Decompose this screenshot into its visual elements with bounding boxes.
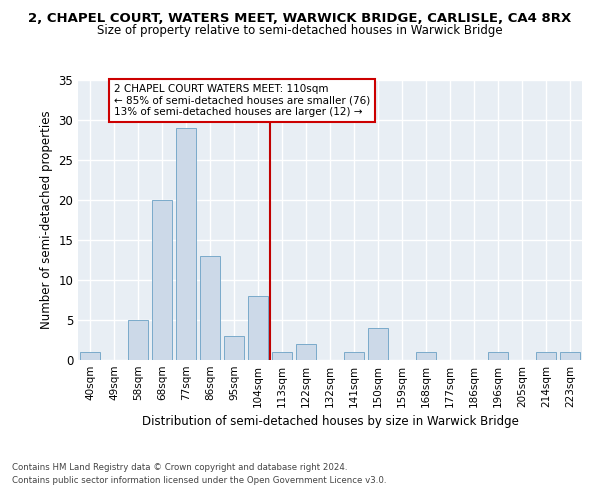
Text: Contains HM Land Registry data © Crown copyright and database right 2024.: Contains HM Land Registry data © Crown c… [12,464,347,472]
Bar [200,256,220,360]
Bar [128,320,148,360]
Bar [296,344,316,360]
Text: Contains public sector information licensed under the Open Government Licence v3: Contains public sector information licen… [12,476,386,485]
X-axis label: Distribution of semi-detached houses by size in Warwick Bridge: Distribution of semi-detached houses by … [142,416,518,428]
Bar [224,336,244,360]
Bar [368,328,388,360]
Bar [560,352,580,360]
Bar [176,128,196,360]
Bar [248,296,268,360]
Bar [344,352,364,360]
Text: 2 CHAPEL COURT WATERS MEET: 110sqm
← 85% of semi-detached houses are smaller (76: 2 CHAPEL COURT WATERS MEET: 110sqm ← 85%… [114,84,370,117]
Bar [416,352,436,360]
Bar [272,352,292,360]
Bar [152,200,172,360]
Text: 2, CHAPEL COURT, WATERS MEET, WARWICK BRIDGE, CARLISLE, CA4 8RX: 2, CHAPEL COURT, WATERS MEET, WARWICK BR… [28,12,572,26]
Bar [488,352,508,360]
Y-axis label: Number of semi-detached properties: Number of semi-detached properties [40,110,53,330]
Bar [80,352,100,360]
Bar [536,352,556,360]
Text: Size of property relative to semi-detached houses in Warwick Bridge: Size of property relative to semi-detach… [97,24,503,37]
